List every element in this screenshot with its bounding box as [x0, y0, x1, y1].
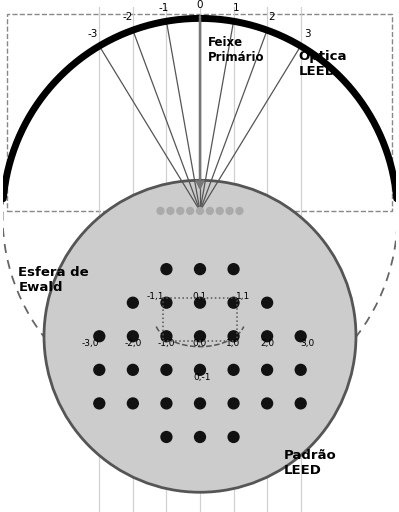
Circle shape: [228, 297, 239, 308]
Text: 3,0: 3,0: [301, 339, 315, 348]
Circle shape: [167, 207, 174, 215]
Circle shape: [228, 264, 239, 274]
Text: 0: 0: [197, 0, 203, 10]
Circle shape: [295, 398, 306, 409]
Circle shape: [127, 297, 138, 308]
Circle shape: [94, 398, 105, 409]
Circle shape: [216, 207, 223, 215]
Text: Óptica
LEED: Óptica LEED: [299, 48, 347, 78]
Circle shape: [44, 180, 356, 492]
Circle shape: [161, 365, 172, 375]
Text: 3: 3: [304, 29, 311, 39]
Circle shape: [177, 207, 184, 215]
Circle shape: [195, 365, 205, 375]
Circle shape: [161, 264, 172, 274]
Bar: [163, 297, 237, 342]
Circle shape: [161, 398, 172, 409]
Text: 0,1: 0,1: [193, 292, 207, 301]
Circle shape: [206, 207, 213, 215]
Text: 1,1: 1,1: [235, 292, 250, 301]
Circle shape: [195, 331, 205, 342]
Circle shape: [228, 365, 239, 375]
Circle shape: [262, 297, 273, 308]
Circle shape: [195, 297, 205, 308]
Text: -2: -2: [123, 12, 133, 22]
Circle shape: [295, 331, 306, 342]
Circle shape: [236, 207, 243, 215]
Circle shape: [161, 297, 172, 308]
Circle shape: [226, 207, 233, 215]
Circle shape: [262, 398, 273, 409]
Text: -1,1: -1,1: [147, 292, 164, 301]
Circle shape: [127, 365, 138, 375]
Circle shape: [228, 398, 239, 409]
Circle shape: [94, 365, 105, 375]
Circle shape: [157, 207, 164, 215]
Text: 1,0: 1,0: [227, 339, 241, 348]
Circle shape: [127, 331, 138, 342]
Circle shape: [262, 365, 273, 375]
Circle shape: [228, 432, 239, 442]
Circle shape: [127, 398, 138, 409]
Circle shape: [195, 398, 205, 409]
Text: 2,0: 2,0: [260, 339, 274, 348]
Text: 2: 2: [269, 12, 275, 22]
Text: 0,0: 0,0: [193, 339, 207, 348]
Circle shape: [161, 432, 172, 442]
Circle shape: [195, 432, 205, 442]
Text: Esfera de
Ewald: Esfera de Ewald: [18, 266, 89, 294]
Circle shape: [228, 331, 239, 342]
Text: -1: -1: [159, 3, 169, 13]
Circle shape: [197, 207, 203, 215]
Text: -1,0: -1,0: [158, 339, 175, 348]
Circle shape: [187, 207, 194, 215]
Circle shape: [195, 264, 205, 274]
Text: 0,-1: 0,-1: [193, 373, 211, 382]
Bar: [8, 14, 391, 211]
Circle shape: [262, 331, 273, 342]
Circle shape: [295, 365, 306, 375]
Text: Feixe
Primário: Feixe Primário: [208, 36, 265, 64]
Text: -2,0: -2,0: [124, 339, 142, 348]
Text: -3,0: -3,0: [82, 339, 99, 348]
Circle shape: [94, 331, 105, 342]
Text: Padrão
LEED: Padrão LEED: [284, 449, 337, 477]
Text: -3: -3: [87, 29, 97, 39]
Text: 1: 1: [233, 3, 239, 13]
Circle shape: [161, 331, 172, 342]
